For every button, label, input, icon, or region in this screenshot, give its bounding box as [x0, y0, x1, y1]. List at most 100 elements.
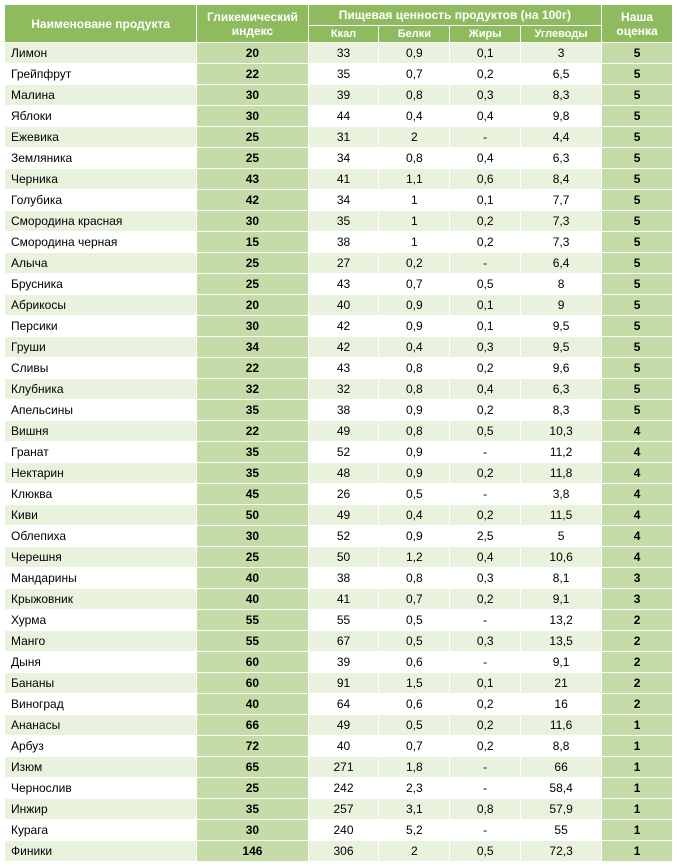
cell-kcal: 240	[308, 820, 379, 841]
cell-protein: 0,9	[379, 295, 450, 316]
cell-protein: 0,6	[379, 694, 450, 715]
cell-gi: 25	[197, 148, 308, 169]
table-row: Абрикосы20400,90,195	[5, 295, 673, 316]
cell-rating: 5	[602, 43, 673, 64]
table-row: Алыча25270,2-6,45	[5, 253, 673, 274]
table-row: Клюква45260,5-3,84	[5, 484, 673, 505]
cell-protein: 0,4	[379, 106, 450, 127]
table-row: Киви50490,40,211,54	[5, 505, 673, 526]
cell-fat: -	[450, 820, 521, 841]
cell-carbs: 9,6	[521, 358, 602, 379]
cell-rating: 2	[602, 694, 673, 715]
table-row: Голубика423410,17,75	[5, 190, 673, 211]
table-row: Земляника25340,80,46,35	[5, 148, 673, 169]
cell-rating: 2	[602, 610, 673, 631]
cell-carbs: 13,5	[521, 631, 602, 652]
cell-rating: 5	[602, 64, 673, 85]
cell-carbs: 3	[521, 43, 602, 64]
table-row: Крыжовник40410,70,29,13	[5, 589, 673, 610]
cell-kcal: 50	[308, 547, 379, 568]
cell-gi: 60	[197, 652, 308, 673]
cell-kcal: 55	[308, 610, 379, 631]
cell-name: Финики	[5, 841, 197, 862]
table-row: Лимон20330,90,135	[5, 43, 673, 64]
cell-fat: -	[450, 652, 521, 673]
cell-fat: 0,1	[450, 43, 521, 64]
cell-fat: 0,2	[450, 694, 521, 715]
cell-carbs: 7,3	[521, 211, 602, 232]
cell-rating: 5	[602, 337, 673, 358]
cell-rating: 5	[602, 295, 673, 316]
cell-rating: 2	[602, 673, 673, 694]
cell-fat: 0,5	[450, 274, 521, 295]
cell-carbs: 11,2	[521, 442, 602, 463]
cell-protein: 2,3	[379, 778, 450, 799]
cell-protein: 0,8	[379, 358, 450, 379]
cell-carbs: 4,4	[521, 127, 602, 148]
cell-rating: 5	[602, 274, 673, 295]
cell-rating: 5	[602, 379, 673, 400]
cell-gi: 60	[197, 673, 308, 694]
cell-name: Ежевика	[5, 127, 197, 148]
cell-kcal: 67	[308, 631, 379, 652]
cell-kcal: 34	[308, 148, 379, 169]
cell-kcal: 38	[308, 232, 379, 253]
cell-rating: 5	[602, 190, 673, 211]
cell-name: Лимон	[5, 43, 197, 64]
cell-carbs: 55	[521, 820, 602, 841]
cell-carbs: 66	[521, 757, 602, 778]
cell-protein: 0,8	[379, 568, 450, 589]
cell-gi: 35	[197, 442, 308, 463]
table-row: Грейпфрут22350,70,26,55	[5, 64, 673, 85]
cell-rating: 1	[602, 820, 673, 841]
cell-name: Нектарин	[5, 463, 197, 484]
cell-name: Клубника	[5, 379, 197, 400]
cell-name: Мандарины	[5, 568, 197, 589]
cell-protein: 0,5	[379, 631, 450, 652]
cell-fat: 0,2	[450, 211, 521, 232]
cell-protein: 0,8	[379, 379, 450, 400]
cell-kcal: 43	[308, 358, 379, 379]
cell-name: Бананы	[5, 673, 197, 694]
cell-gi: 30	[197, 316, 308, 337]
cell-protein: 0,9	[379, 442, 450, 463]
cell-carbs: 9,5	[521, 337, 602, 358]
cell-protein: 0,9	[379, 463, 450, 484]
cell-gi: 15	[197, 232, 308, 253]
cell-carbs: 8,3	[521, 400, 602, 421]
cell-protein: 0,9	[379, 526, 450, 547]
table-row: Черника43411,10,68,45	[5, 169, 673, 190]
cell-fat: 0,1	[450, 673, 521, 694]
cell-rating: 5	[602, 316, 673, 337]
cell-carbs: 6,5	[521, 64, 602, 85]
cell-kcal: 31	[308, 127, 379, 148]
cell-rating: 4	[602, 505, 673, 526]
table-body: Лимон20330,90,135Грейпфрут22350,70,26,55…	[5, 43, 673, 862]
table-row: Хурма55550,5-13,22	[5, 610, 673, 631]
cell-carbs: 21	[521, 673, 602, 694]
cell-rating: 4	[602, 463, 673, 484]
cell-name: Чернослив	[5, 778, 197, 799]
cell-name: Черника	[5, 169, 197, 190]
cell-protein: 0,7	[379, 589, 450, 610]
gi-nutrition-table: Наименоване продукта Гликемический индек…	[4, 4, 673, 862]
table-row: Клубника32320,80,46,35	[5, 379, 673, 400]
table-row: Финики14630620,572,31	[5, 841, 673, 862]
cell-kcal: 271	[308, 757, 379, 778]
cell-carbs: 9	[521, 295, 602, 316]
cell-fat: 0,1	[450, 316, 521, 337]
cell-kcal: 35	[308, 64, 379, 85]
cell-name: Апельсины	[5, 400, 197, 421]
table-row: Гранат35520,9-11,24	[5, 442, 673, 463]
cell-name: Грейпфрут	[5, 64, 197, 85]
cell-fat: -	[450, 610, 521, 631]
cell-gi: 35	[197, 400, 308, 421]
cell-name: Ананасы	[5, 715, 197, 736]
cell-fat: 0,3	[450, 85, 521, 106]
cell-protein: 1	[379, 190, 450, 211]
cell-gi: 30	[197, 820, 308, 841]
cell-fat: 0,2	[450, 505, 521, 526]
cell-protein: 1,8	[379, 757, 450, 778]
cell-gi: 22	[197, 358, 308, 379]
cell-name: Гранат	[5, 442, 197, 463]
